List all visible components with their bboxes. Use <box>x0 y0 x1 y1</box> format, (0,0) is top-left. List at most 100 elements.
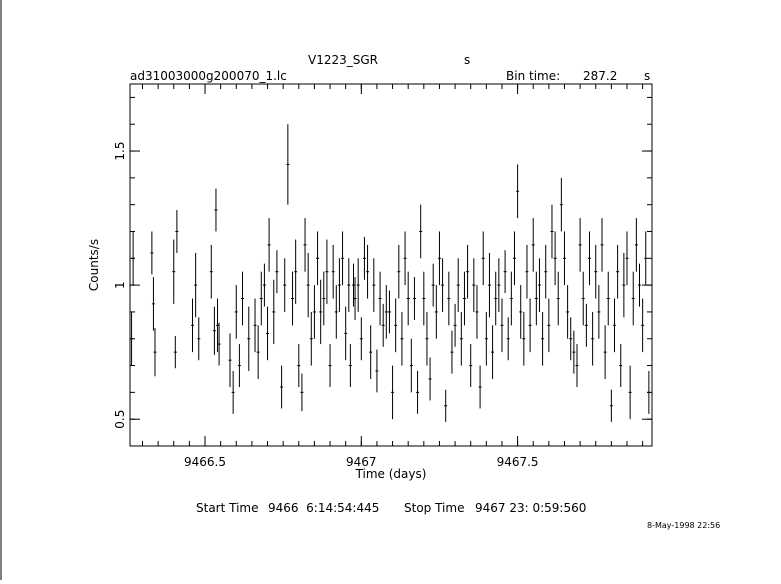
data-point <box>369 325 373 379</box>
data-point <box>231 370 235 414</box>
y-tick-label: 1 <box>113 281 127 289</box>
data-point <box>425 311 429 366</box>
start-time-value: 9466 6:14:54:445 <box>268 501 379 515</box>
x-tick-label: 9467 <box>346 455 377 469</box>
data-point <box>375 349 379 393</box>
data-point <box>544 244 548 299</box>
data-point <box>247 306 251 371</box>
data-point <box>153 328 157 377</box>
data-point <box>312 285 316 339</box>
data-point <box>131 231 135 286</box>
data-point <box>253 298 257 353</box>
data-point <box>353 277 357 320</box>
data-point <box>531 218 535 272</box>
data-point <box>594 244 598 299</box>
data-point <box>344 306 348 361</box>
data-point <box>175 210 179 253</box>
data-point <box>234 285 238 339</box>
data-point <box>173 336 177 369</box>
stop-time-label: Stop Time <box>404 501 464 515</box>
data-point <box>444 389 448 422</box>
data-point <box>397 244 401 299</box>
data-point <box>372 258 376 312</box>
data-point <box>622 252 626 318</box>
data-point <box>214 188 218 232</box>
data-point <box>412 277 416 320</box>
data-point <box>503 250 507 294</box>
data-point <box>347 258 351 312</box>
data-point <box>191 298 195 353</box>
data-point <box>634 218 638 272</box>
data-point <box>547 298 551 353</box>
data-point <box>591 311 595 366</box>
data-point <box>569 317 573 361</box>
file-name: ad31003000g200070_1.lc <box>130 69 287 83</box>
data-point <box>356 258 360 312</box>
data-point <box>506 317 510 361</box>
data-point <box>212 306 216 355</box>
data-point <box>300 373 304 412</box>
data-point <box>509 271 513 326</box>
bin-time-label: Bin time: <box>506 69 560 83</box>
data-point <box>484 311 488 366</box>
data-point <box>319 279 323 345</box>
data-point <box>391 365 395 420</box>
x-tick-label: 9467.5 <box>497 455 539 469</box>
data-point <box>406 271 410 326</box>
data-point <box>280 365 284 409</box>
data-point <box>209 244 213 299</box>
data-point <box>416 370 420 414</box>
data-point <box>194 252 198 318</box>
data-point <box>644 231 648 286</box>
data-point <box>522 311 526 366</box>
data-point <box>366 244 370 299</box>
data-point <box>647 370 651 414</box>
data-point <box>387 290 391 334</box>
data-point <box>459 311 463 366</box>
data-point <box>553 231 557 286</box>
data-point <box>431 263 435 307</box>
data-point <box>637 263 641 307</box>
data-point <box>469 344 473 388</box>
data-point <box>625 231 629 286</box>
data-point <box>403 231 407 286</box>
data-point <box>130 311 134 366</box>
object-unit: s <box>464 53 470 67</box>
data-point <box>267 218 271 272</box>
data-point <box>453 303 457 347</box>
data-point <box>456 258 460 312</box>
data-point <box>272 279 276 345</box>
data-point <box>481 231 485 286</box>
data-point <box>575 344 579 388</box>
data-point <box>297 344 301 388</box>
data-point <box>462 271 466 326</box>
data-point <box>334 285 338 339</box>
data-point <box>341 231 345 286</box>
data-point <box>400 311 404 366</box>
data-point <box>641 298 645 353</box>
data-point <box>519 285 523 339</box>
data-point <box>581 271 585 326</box>
data-point <box>447 271 451 326</box>
data-point <box>378 271 382 326</box>
bin-time-unit: s <box>644 69 650 83</box>
data-point <box>256 325 260 379</box>
data-point <box>322 271 326 326</box>
data-point <box>478 365 482 409</box>
data-point <box>494 271 498 326</box>
data-point <box>491 325 495 379</box>
data-point <box>291 271 295 326</box>
data-point <box>541 311 545 366</box>
data-point <box>537 258 541 312</box>
data-point <box>331 244 335 299</box>
data-point <box>606 271 610 326</box>
data-point <box>325 239 329 304</box>
data-point <box>359 317 363 361</box>
data-point <box>259 271 263 326</box>
data-point <box>472 258 476 312</box>
data-point <box>384 285 388 339</box>
data-point <box>528 298 532 353</box>
data-point <box>587 231 591 286</box>
data-point <box>422 271 426 326</box>
